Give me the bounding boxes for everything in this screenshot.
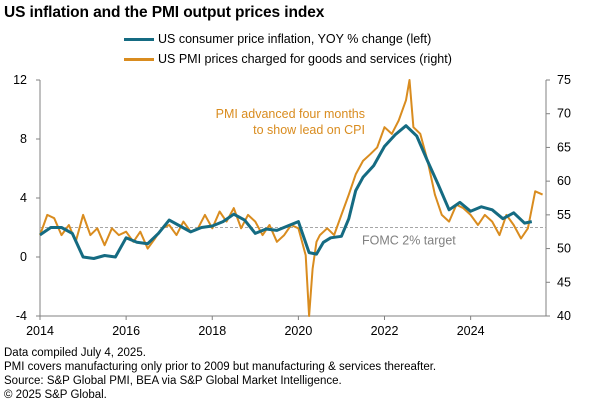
right-tick-label: 50 (557, 242, 571, 256)
right-tick-label: 65 (557, 140, 571, 154)
series-line-pmi (39, 79, 544, 317)
annotation-line-2: to show lead on CPI (253, 123, 365, 137)
right-tick-label: 55 (557, 208, 571, 222)
legend-swatch-pmi (124, 57, 154, 61)
footer-source: Source: S&P Global PMI, BEA via S&P Glob… (4, 375, 342, 387)
footer-note-coverage: PMI covers manufacturing only prior to 2… (4, 361, 437, 373)
target-line-label: FOMC 2% target (362, 234, 456, 248)
legend-item-pmi: US PMI prices charged for goods and serv… (124, 52, 452, 66)
x-tick-label: 2018 (198, 324, 226, 338)
legend-label-cpi: US consumer price inflation, YOY % chang… (158, 32, 432, 46)
left-tick-label: 0 (20, 250, 27, 264)
right-tick-label: 40 (557, 309, 571, 323)
x-tick-label: 2022 (371, 324, 399, 338)
left-tick-label: -4 (16, 309, 27, 323)
series-line-cpi (39, 124, 533, 260)
chart-title: US inflation and the PMI output prices i… (4, 4, 325, 21)
legend-swatch-cpi (124, 37, 154, 41)
left-tick-label: 12 (13, 73, 27, 87)
x-tick-label: 2020 (284, 324, 312, 338)
footer-copyright: © 2025 S&P Global. (4, 389, 107, 401)
legend-item-cpi: US consumer price inflation, YOY % chang… (124, 32, 431, 46)
x-tick-label: 2014 (26, 324, 54, 338)
right-tick-label: 75 (557, 73, 571, 87)
legend-label-pmi: US PMI prices charged for goods and serv… (158, 52, 452, 66)
x-tick-label: 2016 (112, 324, 140, 338)
right-tick-label: 70 (557, 107, 571, 121)
annotation-line-1: PMI advanced four months (216, 107, 365, 121)
x-tick-label: 2024 (457, 324, 485, 338)
right-tick-label: 45 (557, 275, 571, 289)
footer-note-date: Data compiled July 4, 2025. (4, 347, 146, 359)
right-tick-label: 60 (557, 174, 571, 188)
left-tick-label: 8 (20, 132, 27, 146)
left-tick-label: 4 (20, 191, 27, 205)
